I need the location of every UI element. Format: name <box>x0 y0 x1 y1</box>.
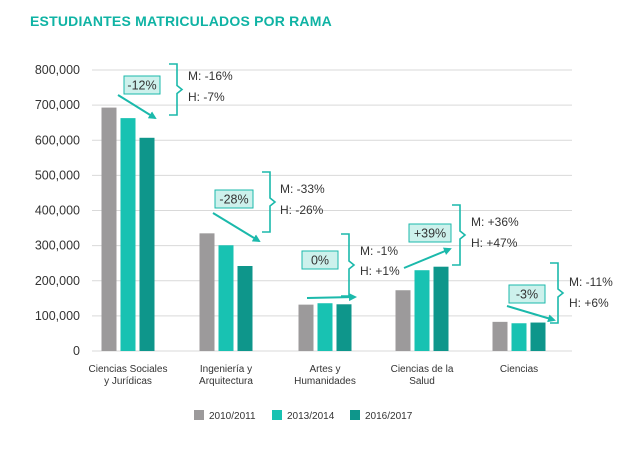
women-change-label: H: +1% <box>360 264 400 278</box>
change-badge <box>214 189 254 209</box>
category-label: Ciencias de la <box>391 364 454 375</box>
bracket <box>169 63 184 116</box>
change-badge-label: 0% <box>311 254 329 268</box>
legend-label: 2010/2011 <box>209 411 256 422</box>
legend-label: 2013/2014 <box>287 411 335 422</box>
bracket <box>452 204 467 266</box>
trend-arrow <box>117 94 157 120</box>
bracket <box>550 262 565 324</box>
bar-2010-2011 <box>492 321 508 351</box>
legend-swatch <box>272 410 282 420</box>
legend-swatch <box>194 410 204 420</box>
bar-2016-2017 <box>433 266 449 351</box>
chart-title: ESTUDIANTES MATRICULADOS POR RAMA <box>30 13 332 29</box>
women-change-label: H: -26% <box>280 203 324 217</box>
y-tick-label: 600,000 <box>35 133 80 147</box>
change-badge <box>408 223 452 243</box>
category-label: Ciencias <box>500 364 538 375</box>
bar-2013-2014 <box>120 118 136 351</box>
y-tick-label: 500,000 <box>35 168 80 182</box>
men-change-label: M: +36% <box>471 215 519 229</box>
women-change-label: H: +47% <box>471 236 518 250</box>
change-badge <box>301 250 339 270</box>
change-badge-label: -3% <box>516 288 538 302</box>
y-tick-label: 100,000 <box>35 309 80 323</box>
men-change-label: M: -11% <box>569 275 613 289</box>
bar-2013-2014 <box>414 270 430 351</box>
men-change-label: M: -16% <box>188 69 233 83</box>
trend-arrow <box>506 305 556 323</box>
legend-label: 2016/2017 <box>365 411 413 422</box>
bar-2010-2011 <box>395 290 411 351</box>
change-badge-label: -12% <box>127 79 156 93</box>
women-change-label: H: -7% <box>188 90 225 104</box>
y-tick-label: 300,000 <box>35 239 80 253</box>
category-label: Ingeniería y <box>200 364 252 375</box>
men-change-label: M: -33% <box>280 182 325 196</box>
bar-2013-2014 <box>218 245 234 351</box>
bar-2016-2017 <box>139 137 155 351</box>
y-tick-label: 700,000 <box>35 98 80 112</box>
bar-2013-2014 <box>317 303 333 351</box>
bar-2010-2011 <box>101 107 117 352</box>
bracket <box>341 233 356 297</box>
y-tick-label: 0 <box>73 344 80 358</box>
bar-2013-2014 <box>511 323 527 351</box>
trend-arrow <box>212 212 261 243</box>
bar-2016-2017 <box>237 265 253 351</box>
women-change-label: H: +6% <box>569 296 609 310</box>
category-label: Ciencias Sociales <box>89 364 168 375</box>
category-label: Salud <box>409 376 435 387</box>
category-label: Humanidades <box>294 376 356 387</box>
legend-swatch <box>350 410 360 420</box>
bar-2016-2017 <box>530 322 546 351</box>
change-badge-label: +39% <box>414 227 446 241</box>
y-tick-label: 400,000 <box>35 204 80 218</box>
change-badge-label: -28% <box>219 193 248 207</box>
y-tick-label: 200,000 <box>35 274 80 288</box>
bracket <box>262 171 277 233</box>
change-badge <box>123 75 161 95</box>
category-label: Artes y <box>309 364 340 375</box>
y-tick-label: 800,000 <box>35 63 80 77</box>
trend-arrow <box>403 247 452 269</box>
bar-2016-2017 <box>336 304 352 351</box>
category-label: y Jurídicas <box>104 376 152 387</box>
men-change-label: M: -1% <box>360 244 398 258</box>
category-label: Arquitectura <box>199 376 253 387</box>
trend-arrow <box>306 293 357 302</box>
change-badge <box>508 284 546 304</box>
bar-2010-2011 <box>298 304 314 351</box>
bar-2010-2011 <box>199 233 215 351</box>
